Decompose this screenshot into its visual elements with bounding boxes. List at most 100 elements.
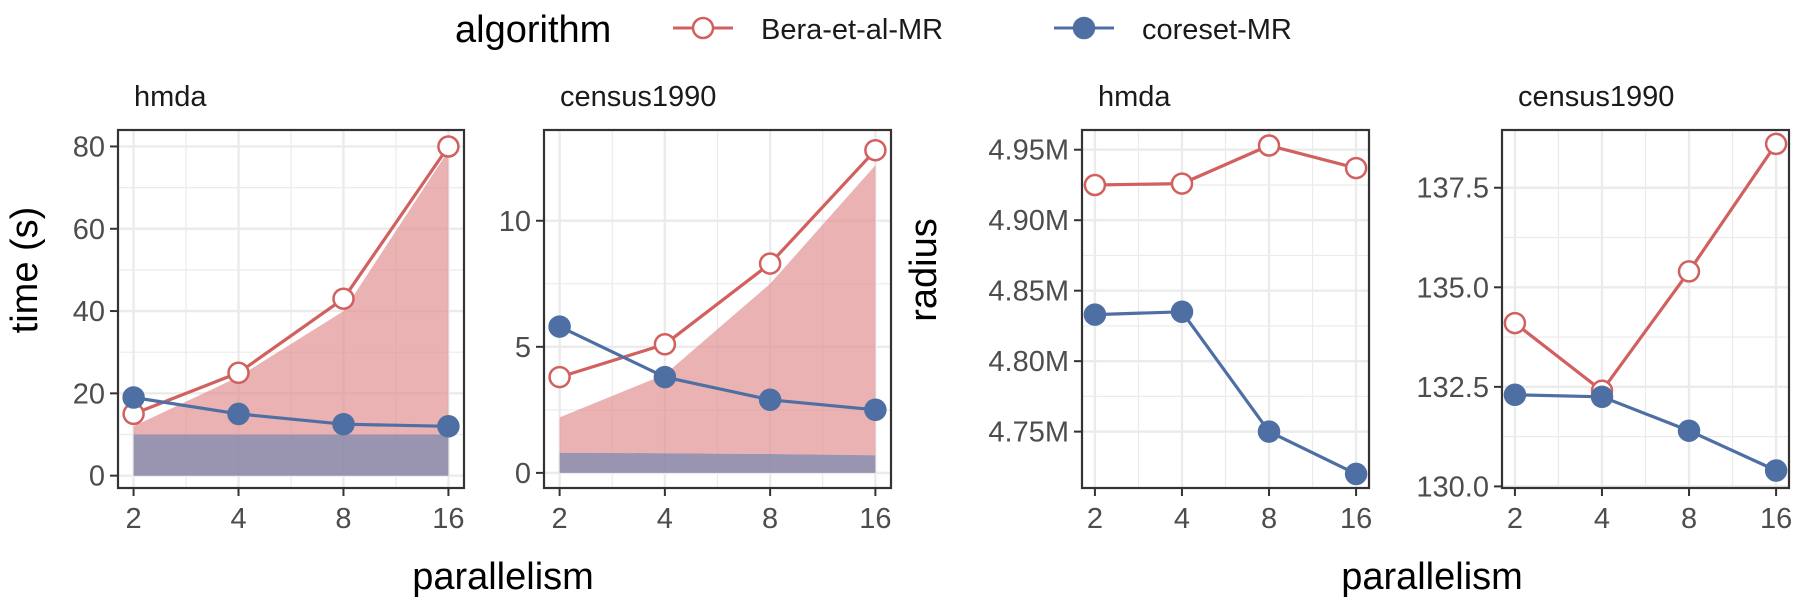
x-tick-label: 4 <box>230 503 246 535</box>
point-coreset <box>758 388 782 412</box>
panel-border <box>1500 128 1791 490</box>
point-coreset <box>653 365 677 389</box>
x-tick-label: 2 <box>1507 503 1523 535</box>
x-tick-label: 8 <box>762 503 778 535</box>
series-line-coreset <box>1514 393 1777 472</box>
y-tick-label: 4.90M <box>988 205 1069 237</box>
y-tick-label: 4.95M <box>988 135 1069 167</box>
y-tick-label: 80 <box>73 131 105 163</box>
point-bera <box>1170 172 1194 195</box>
point-coreset <box>227 402 250 426</box>
x-tick-label: 8 <box>1261 503 1277 535</box>
point-coreset <box>1344 462 1368 486</box>
facet-label-time-census1990: census1990 <box>560 81 716 113</box>
legend-marker-coreset <box>1072 16 1096 40</box>
y-axis-title-radius: radius <box>903 218 945 322</box>
band-coreset <box>559 452 876 473</box>
x-tick-label: 4 <box>657 503 673 535</box>
y-tick-label: 60 <box>73 214 105 246</box>
x-tick-label: 2 <box>1087 503 1103 535</box>
point-coreset <box>1590 385 1614 409</box>
point-bera <box>653 333 677 356</box>
point-coreset <box>437 415 460 438</box>
y-tick-label: 4.85M <box>988 276 1069 308</box>
x-tick-label: 16 <box>859 503 891 535</box>
panel-border <box>116 128 466 490</box>
panel-border <box>1080 128 1371 490</box>
y-tick-label: 20 <box>73 378 105 410</box>
y-tick-label: 0 <box>89 461 105 493</box>
band-bera <box>133 150 449 435</box>
point-bera <box>1677 260 1701 283</box>
point-bera <box>1344 156 1368 180</box>
x-axis-title-time: parallelism <box>412 556 594 598</box>
x-tick-label: 8 <box>1681 503 1697 535</box>
x-tick-label: 8 <box>335 503 351 535</box>
facet-label-radius-census1990: census1990 <box>1518 81 1674 113</box>
point-coreset <box>1257 420 1281 443</box>
x-tick-label: 2 <box>125 503 141 535</box>
x-tick-label: 2 <box>552 503 568 535</box>
series-line-bera <box>1513 142 1778 393</box>
panel-time-hmda: hmda 0 20 40 60 80 2 4 8 16 <box>73 81 466 535</box>
y-tick-label: 4.75M <box>988 417 1069 449</box>
x-tick-label: 16 <box>1760 503 1792 535</box>
y-tick-label: 5 <box>515 332 531 364</box>
panel-radius-census1990: census1990 130.0 132.5 135.0 137.5 2 4 8 16 <box>1416 81 1792 535</box>
x-tick-label: 4 <box>1174 503 1190 535</box>
band-coreset <box>133 434 449 476</box>
point-bera <box>437 135 460 158</box>
legend-key-bera <box>673 16 733 40</box>
y-tick-label: 40 <box>73 296 105 328</box>
point-coreset <box>332 412 355 436</box>
point-bera <box>864 138 887 162</box>
y-tick-label: 132.5 <box>1416 372 1489 404</box>
point-bera <box>548 365 571 389</box>
point-coreset <box>122 386 145 409</box>
point-coreset <box>1083 303 1107 326</box>
point-coreset <box>1764 459 1788 482</box>
x-tick-label: 16 <box>432 503 464 535</box>
y-tick-label: 135.0 <box>1416 272 1489 304</box>
panel-border <box>542 128 893 490</box>
y-tick-label: 137.5 <box>1416 173 1489 205</box>
facet-label-radius-hmda: hmda <box>1098 81 1171 113</box>
panel-radius-hmda: hmda 4.75M 4.80M 4.85M 4.90M 4.95M 2 4 8 16 <box>988 81 1372 535</box>
series-line-bera <box>559 149 877 379</box>
legend-title: algorithm <box>455 9 611 51</box>
point-bera <box>758 252 782 275</box>
point-coreset <box>548 315 571 338</box>
band-bera <box>559 165 876 456</box>
point-bera <box>1764 132 1788 156</box>
point-bera <box>332 287 355 310</box>
series-line-coreset <box>558 325 876 412</box>
point-bera <box>227 361 250 385</box>
y-tick-label: 0 <box>515 458 531 490</box>
point-coreset <box>1677 419 1701 442</box>
point-bera <box>1083 173 1107 197</box>
x-axis-title-radius: parallelism <box>1341 556 1523 598</box>
legend-marker-bera <box>691 16 715 40</box>
x-tick-label: 16 <box>1340 503 1372 535</box>
series-line-bera <box>1094 143 1357 187</box>
legend-label-coreset: coreset-MR <box>1142 14 1292 46</box>
y-axis-title-time: time (s) <box>4 207 46 334</box>
x-tick-label: 4 <box>1594 503 1610 535</box>
point-bera <box>1503 311 1527 335</box>
y-tick-label: 4.80M <box>988 346 1069 378</box>
series-line-coreset <box>1094 310 1357 476</box>
point-bera <box>1257 134 1281 157</box>
panel-time-census1990: census1990 0 5 10 2 4 8 16 <box>499 81 893 535</box>
legend-key-coreset <box>1054 16 1114 40</box>
point-coreset <box>1170 300 1194 324</box>
legend: algorithm Bera-et-al-MR coreset-MR <box>455 9 1292 51</box>
legend-label-bera: Bera-et-al-MR <box>761 14 943 46</box>
point-coreset <box>1503 383 1527 407</box>
y-tick-label: 130.0 <box>1416 471 1489 503</box>
y-tick-label: 10 <box>499 206 531 238</box>
series-line-coreset <box>133 395 449 428</box>
facet-label-time-hmda: hmda <box>134 81 207 113</box>
series-line-bera <box>133 145 450 416</box>
